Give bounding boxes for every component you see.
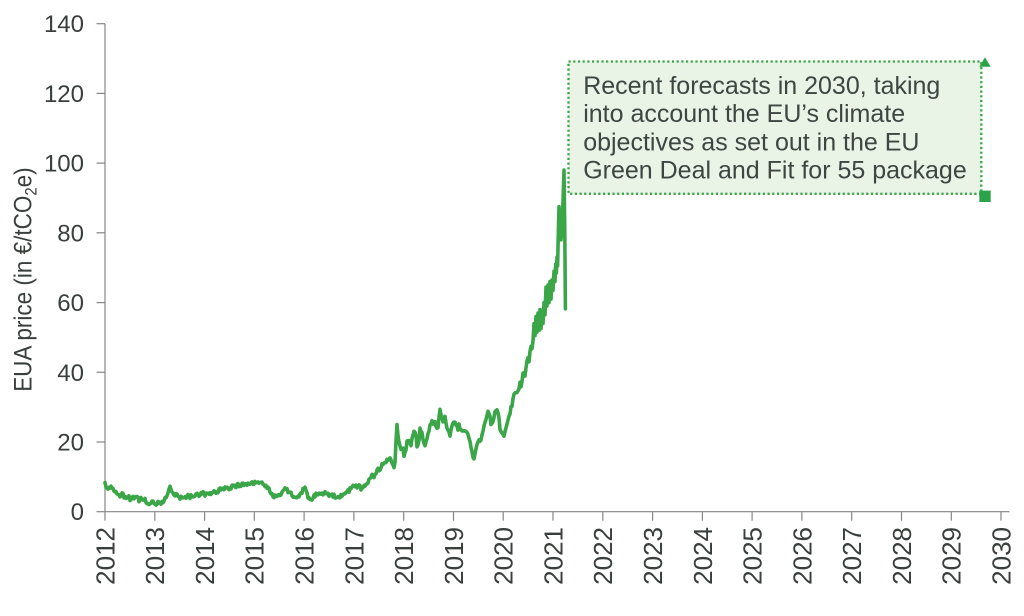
svg-text:120: 120 <box>44 81 84 108</box>
svg-text:2019: 2019 <box>439 527 469 585</box>
svg-text:80: 80 <box>57 220 84 247</box>
svg-text:2020: 2020 <box>489 527 519 585</box>
svg-text:2016: 2016 <box>290 527 320 585</box>
svg-text:objectives as set out in the E: objectives as set out in the EU <box>583 128 919 156</box>
svg-text:0: 0 <box>71 499 84 526</box>
svg-text:2024: 2024 <box>688 527 718 585</box>
svg-text:2028: 2028 <box>887 527 917 585</box>
svg-text:2030: 2030 <box>986 527 1016 585</box>
svg-text:2029: 2029 <box>937 527 967 585</box>
svg-text:2015: 2015 <box>240 527 270 585</box>
svg-text:2027: 2027 <box>837 527 867 585</box>
svg-text:2017: 2017 <box>339 527 369 585</box>
svg-text:2026: 2026 <box>787 527 817 585</box>
svg-text:2018: 2018 <box>389 527 419 585</box>
svg-text:2012: 2012 <box>90 527 120 585</box>
svg-text:EUA price (in €/tCO2e): EUA price (in €/tCO2e) <box>10 167 41 391</box>
svg-text:2022: 2022 <box>588 527 618 585</box>
svg-text:into account the EU’s climate: into account the EU’s climate <box>583 100 905 128</box>
svg-text:2025: 2025 <box>738 527 768 585</box>
svg-text:60: 60 <box>57 290 84 317</box>
svg-text:2023: 2023 <box>638 527 668 585</box>
svg-text:Green Deal and Fit for 55 pack: Green Deal and Fit for 55 package <box>583 157 967 185</box>
svg-text:100: 100 <box>44 151 84 178</box>
svg-text:2021: 2021 <box>538 527 568 585</box>
svg-text:Recent forecasts in 2030, taki: Recent forecasts in 2030, taking <box>583 72 940 100</box>
svg-text:40: 40 <box>57 360 84 387</box>
svg-text:140: 140 <box>44 11 84 38</box>
svg-text:2013: 2013 <box>140 527 170 585</box>
svg-text:20: 20 <box>57 430 84 457</box>
svg-text:2014: 2014 <box>190 527 220 585</box>
